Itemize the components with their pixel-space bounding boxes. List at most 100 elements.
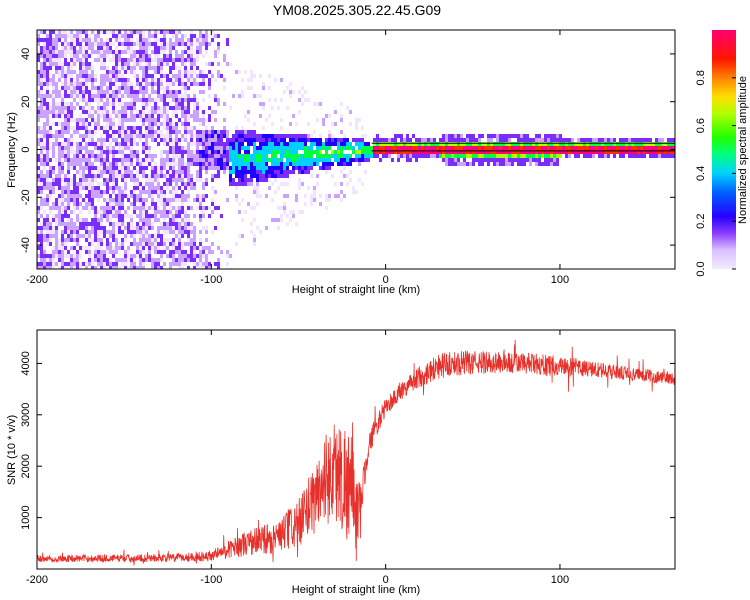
spectrogram-cell bbox=[100, 194, 103, 198]
spectrogram-cell bbox=[193, 110, 196, 114]
spectrogram-cell bbox=[112, 154, 115, 158]
spectrogram-cell bbox=[130, 142, 133, 146]
spectrogram-cell bbox=[196, 158, 199, 162]
spectrogram-cell bbox=[145, 182, 148, 186]
spectrogram-cell bbox=[64, 110, 67, 114]
spectrogram-cell bbox=[652, 146, 655, 150]
spectrogram-cell bbox=[163, 166, 166, 170]
spectrogram-cell bbox=[538, 154, 541, 158]
spectrogram-cell bbox=[592, 150, 595, 154]
spectrogram-cell bbox=[199, 262, 202, 266]
spectrogram-cell bbox=[79, 38, 82, 42]
colorbar-tick-label: 0.0 bbox=[695, 261, 707, 276]
spectrogram-cell bbox=[418, 146, 421, 150]
spectrogram-cell bbox=[226, 150, 229, 154]
spectrogram-cell bbox=[193, 102, 196, 106]
spectrogram-cell bbox=[361, 142, 364, 146]
spectrogram-cell bbox=[40, 250, 43, 254]
spectrogram-cell bbox=[40, 254, 43, 258]
snr-y-tick-label: 4000 bbox=[20, 351, 32, 375]
spectrogram-cell bbox=[190, 142, 193, 146]
spectrogram-cell bbox=[268, 86, 271, 90]
spectrogram-cell bbox=[151, 154, 154, 158]
spectrogram-cell bbox=[103, 46, 106, 50]
spectrogram-cell bbox=[118, 110, 121, 114]
spectrogram-cell bbox=[115, 78, 118, 82]
spectrogram-cell bbox=[637, 150, 640, 154]
spectrogram-cell bbox=[46, 142, 49, 146]
spectrogram-cell bbox=[202, 246, 205, 250]
spectrogram-cell bbox=[232, 154, 235, 158]
spectrogram-cell bbox=[448, 146, 451, 150]
spectrogram-cell bbox=[292, 170, 295, 174]
spectrogram-cell bbox=[178, 38, 181, 42]
spectrogram-cell bbox=[244, 170, 247, 174]
spectrogram-cell bbox=[151, 202, 154, 206]
spectrogram-cell bbox=[148, 74, 151, 78]
spectrogram-cell bbox=[106, 90, 109, 94]
spectrogram-cell bbox=[106, 190, 109, 194]
spectrogram-cell bbox=[658, 138, 661, 142]
spectrogram-cell bbox=[157, 186, 160, 190]
spectrogram-cell bbox=[154, 166, 157, 170]
spectrogram-cell bbox=[340, 138, 343, 142]
spectrogram-cell bbox=[88, 130, 91, 134]
spectrogram-cell bbox=[556, 158, 559, 162]
spectrogram-cell bbox=[169, 146, 172, 150]
spectrogram-cell bbox=[358, 162, 361, 166]
spectrogram-cell bbox=[166, 230, 169, 234]
spectrogram-cell bbox=[64, 174, 67, 178]
spectrogram-cell bbox=[148, 30, 151, 34]
spectrogram-cell bbox=[196, 102, 199, 106]
snr-x-tick-label: -200 bbox=[26, 574, 48, 586]
spectrogram-cell bbox=[73, 34, 76, 38]
spectrogram-cell bbox=[187, 182, 190, 186]
spectrogram-cell bbox=[403, 146, 406, 150]
spectrogram-cell bbox=[202, 266, 205, 269]
spectrogram-cell bbox=[154, 130, 157, 134]
spectrogram-cell bbox=[172, 42, 175, 46]
spectrogram-cell bbox=[115, 266, 118, 269]
spectrogram-cell bbox=[577, 142, 580, 146]
spectrogram-cell bbox=[340, 146, 343, 150]
spectrogram-cell bbox=[94, 34, 97, 38]
spectrogram-cell bbox=[136, 178, 139, 182]
spectrogram-cell bbox=[331, 138, 334, 142]
spectrogram-cell bbox=[139, 262, 142, 266]
spectrogram-cell bbox=[109, 46, 112, 50]
spectrogram-cell bbox=[100, 238, 103, 242]
spectrogram-cell bbox=[97, 122, 100, 126]
spectrogram-cell bbox=[193, 262, 196, 266]
spectrogram-cell bbox=[193, 62, 196, 66]
spectrogram-cell bbox=[169, 58, 172, 62]
spectrogram-cell bbox=[88, 254, 91, 258]
spectrogram-cell bbox=[82, 98, 85, 102]
spectrogram-cell bbox=[313, 130, 316, 134]
spectrogram-cell bbox=[85, 158, 88, 162]
spectrogram-cell bbox=[193, 126, 196, 130]
spectrogram-cell bbox=[112, 118, 115, 122]
spectrogram-cell bbox=[148, 34, 151, 38]
spectrogram-cell bbox=[412, 134, 415, 138]
spectrogram-cell bbox=[70, 198, 73, 202]
spectrogram-cell bbox=[85, 166, 88, 170]
spectrogram-cell bbox=[52, 218, 55, 222]
spectrogram-cell bbox=[88, 42, 91, 46]
spectrogram-cell bbox=[175, 170, 178, 174]
spectrogram-cell bbox=[121, 58, 124, 62]
spectrogram-cell bbox=[181, 74, 184, 78]
spectrogram-cell bbox=[199, 250, 202, 254]
spectrogram-cell bbox=[55, 58, 58, 62]
spectrogram-cell bbox=[268, 150, 271, 154]
spectrogram-cell bbox=[457, 142, 460, 146]
spectrogram-cell bbox=[427, 146, 430, 150]
spectrogram-cell bbox=[82, 126, 85, 130]
spectrogram-cell bbox=[91, 186, 94, 190]
spectrogram-cell bbox=[487, 142, 490, 146]
spectrogram-cell bbox=[154, 90, 157, 94]
spectrogram-cell bbox=[307, 138, 310, 142]
spectrogram-cell bbox=[169, 182, 172, 186]
spectrogram-cell bbox=[292, 138, 295, 142]
spectrogram-cell bbox=[244, 182, 247, 186]
spectrogram-cell bbox=[235, 194, 238, 198]
